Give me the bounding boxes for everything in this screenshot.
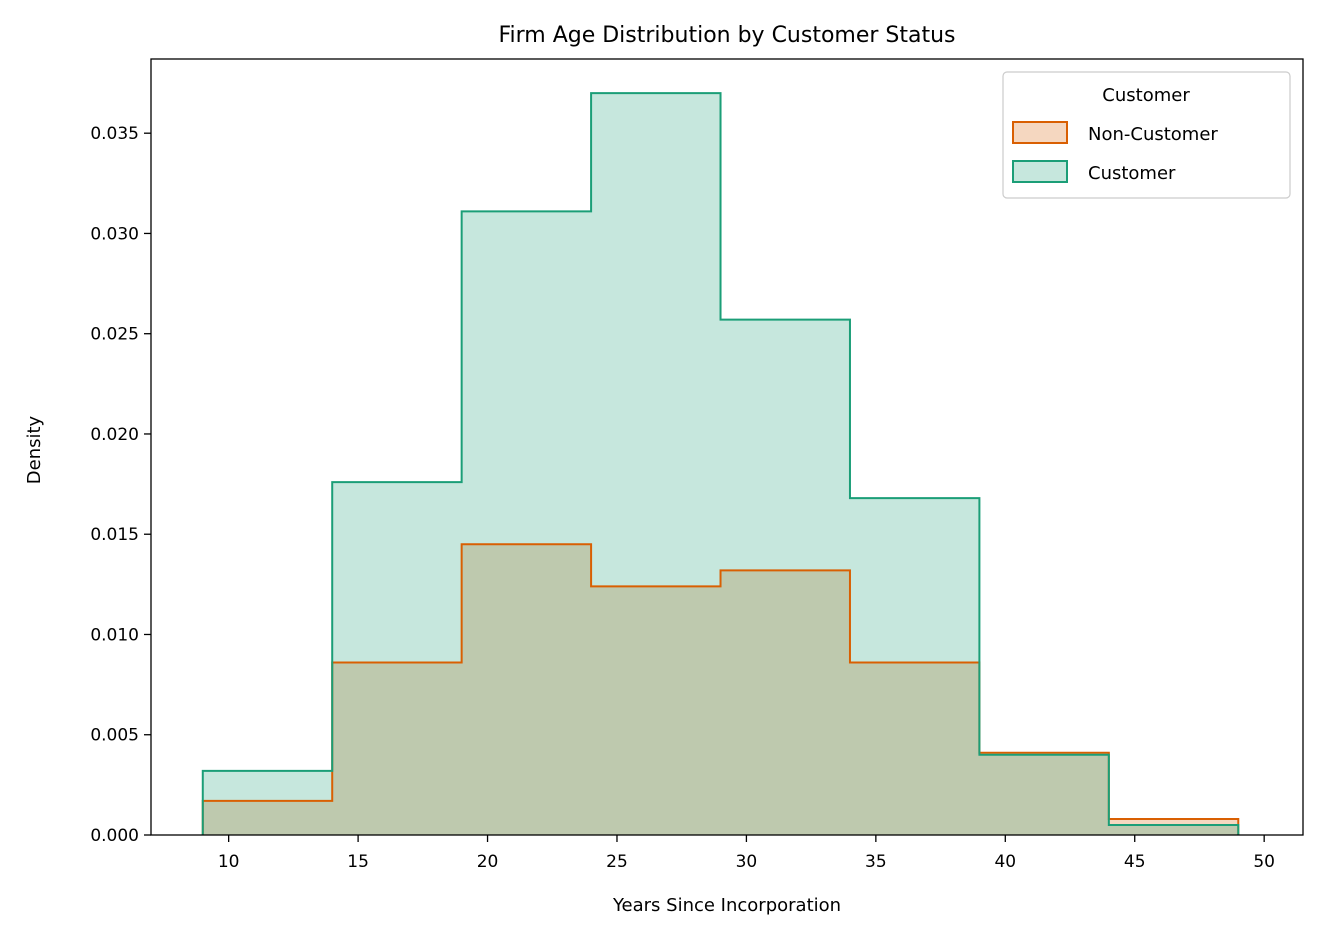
series-outline-customer [201,92,1240,835]
y-tick-label: 0.025 [90,325,139,345]
legend-swatch-non-customer [1012,121,1068,144]
y-tick-label: 0.030 [90,224,139,244]
x-axis-label: Years Since Incorporation [612,895,841,916]
x-tick-label: 25 [606,852,628,872]
legend-swatch-customer [1012,160,1068,183]
legend-label-customer: Customer [1088,163,1176,184]
x-tick-label: 15 [347,852,369,872]
plot-area [201,92,1240,836]
x-tick-label: 50 [1253,852,1275,872]
y-tick-label: 0.005 [90,726,139,746]
x-axis: 10 15 20 25 30 35 40 45 50 [218,835,1275,872]
y-tick-label: 0.000 [90,826,139,846]
x-tick-label: 40 [994,852,1016,872]
y-axis: 0.000 0.005 0.010 0.015 0.020 0.025 0.030 0.035 [90,124,151,846]
plot-frame [150,58,1304,836]
x-tick-label: 35 [865,852,887,872]
y-tick-label: 0.010 [90,625,139,645]
legend-title: Customer [1102,85,1190,106]
y-tick-label: 0.015 [90,525,139,545]
y-tick-label: 0.035 [90,124,139,144]
chart-title: Firm Age Distribution by Customer Status [498,23,955,48]
x-tick-label: 30 [736,852,758,872]
x-tick-label: 20 [477,852,499,872]
x-tick-label: 10 [218,852,240,872]
legend-box [1002,71,1291,199]
x-tick-label: 45 [1124,852,1146,872]
legend-label-non-customer: Non-Customer [1088,124,1218,145]
y-tick-label: 0.020 [90,425,139,445]
y-axis-label: Density [24,415,45,484]
legend: Customer Non-Customer Customer [1002,71,1291,199]
